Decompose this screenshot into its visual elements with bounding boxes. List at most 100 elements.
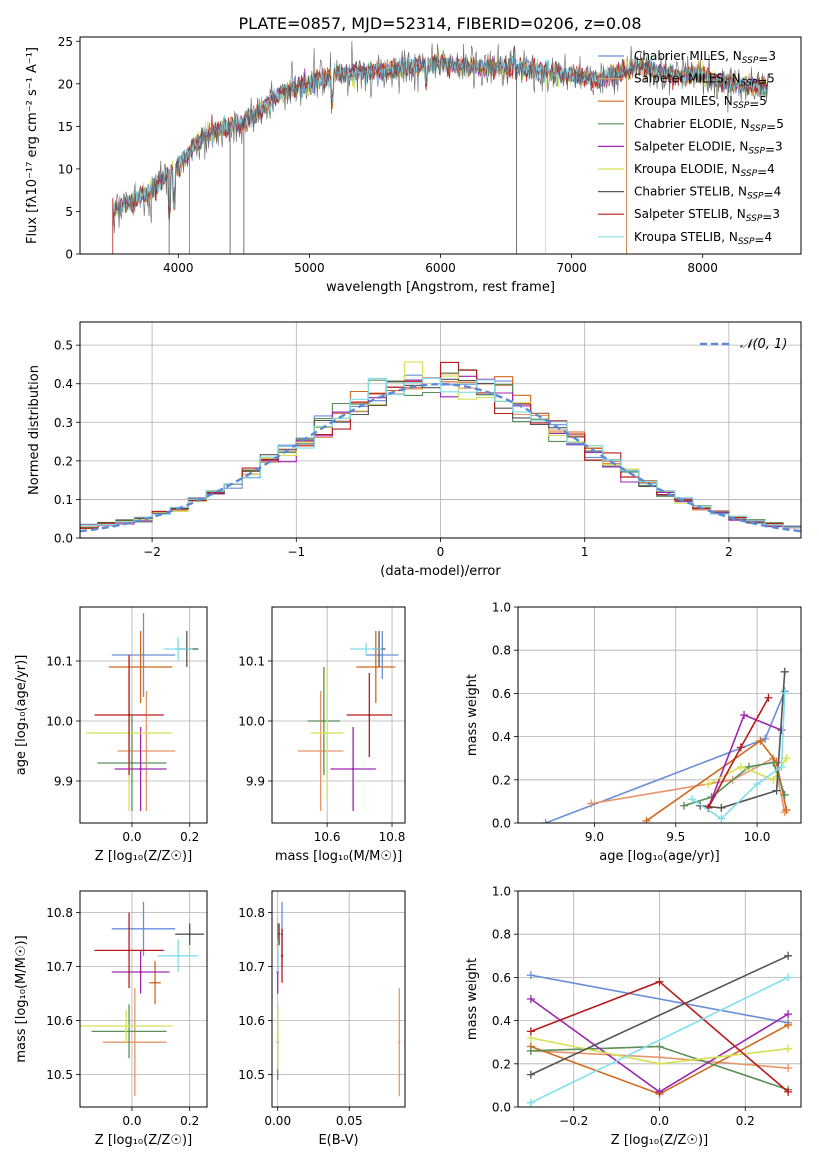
legend-model-name: Chabrier ELODIE [634,117,733,131]
y-tick-label: 10.0 [238,715,265,729]
x-tick-label: 4000 [163,261,194,275]
x-tick-label: 1 [581,545,589,559]
x-tick-label: 6000 [425,261,456,275]
x-tick-label: 8000 [687,261,718,275]
z-age-panel: 0.0 0.2 9.9 10.0 10.1 Z [log₁₀(Z/Z☉)] age [log… [14,606,208,864]
weight-marker [769,775,778,784]
legend-nssp-value: 3 [775,139,783,153]
legend-label: Chabrier STELIB, NSSP=4 [634,185,781,202]
legend-nssp-prefix: , N [716,94,733,108]
y-tick-label: 10 [58,162,73,176]
y-tick-label: 0.8 [492,644,511,658]
y-axis-label: Normed distribution [27,365,42,495]
legend-nssp-subscript: SSP [750,124,767,134]
weight-series-line [530,974,789,1024]
legend-nssp-prefix: , N [730,185,747,199]
weight-marker [717,814,726,823]
legend-nssp-subscript: SSP [748,146,765,156]
plot-frame [79,36,802,255]
weight-marker [780,689,789,698]
weight-marker [761,734,770,743]
data-point [127,949,131,952]
legend-equals: = [766,120,776,134]
x-tick-label: 0.2 [736,1114,755,1128]
y-tick-label: 0.0 [492,1101,511,1115]
legend-model-name: Kroupa STELIB [634,230,721,244]
plot-area [541,667,791,823]
x-tick-label: 7000 [556,261,587,275]
weight-marker [526,1098,535,1107]
data-point [139,665,142,669]
weight-marker [679,801,688,810]
legend-label: Kroupa STELIB, NSSP=4 [634,230,772,247]
legend-equals: = [765,142,775,156]
y-tick-label: 1.0 [492,885,511,899]
weight-marker [784,951,793,960]
legend-nssp-subscript: SSP [746,214,763,224]
legend-nssp-value: 5 [767,72,775,86]
x-tick-label: −1 [287,545,305,559]
y-tick-label: 10.1 [46,655,73,669]
y-axis-label: age [log₁₀(age/yr)] [14,655,29,776]
x-axis-label: wavelength [Angstrom, rest frame] [326,280,555,295]
weight-marker [526,1027,535,1036]
legend-equals: = [757,75,767,89]
y-tick-label: 10.6 [46,1014,73,1028]
plot-area [276,901,401,1097]
y-tick-label: 0.3 [54,416,73,430]
weight-marker [587,799,596,808]
y-tick-label: 0.1 [54,493,73,507]
y-axis-label: mass weight [465,674,480,756]
legend-model-name: Salpeter MILES [634,72,724,86]
legend-nssp-prefix: , N [724,162,741,176]
legend-equals: = [757,165,767,179]
weight-marker [526,1046,535,1055]
weight-marker [736,762,745,771]
weight-series-line [545,690,786,823]
x-axis-label: mass [log₁₀(M/M☉)] [275,849,402,864]
legend-model-name: Salpeter ELODIE [634,139,732,153]
legend-nssp-subscript: SSP [741,79,758,89]
legend-equals: = [754,233,764,247]
legend-model-name: Kroupa ELODIE [634,162,724,176]
weight-marker [769,758,778,767]
residuals-panel: −2 −1 0 1 2 0.0 0.1 0.2 0.3 0.4 0.5 (data-model)/er… [27,321,802,579]
weight-series-line [707,757,788,785]
weight-series-line [591,756,786,813]
weight-marker [780,667,789,676]
legend-label: Kroupa ELODIE, NSSP=4 [634,162,775,179]
legend-nssp-value: 3 [768,49,776,63]
weight-marker [655,1042,664,1051]
y-tick-label: 0.4 [492,730,511,744]
weight-series-line [707,713,782,809]
y-tick-label: 10.1 [238,655,265,669]
x-axis-label: E(B-V) [318,1133,358,1148]
weight-series-line [646,739,788,822]
weight-marker [736,743,745,752]
x-tick-label: 10.0 [744,830,771,844]
x-tick-label: −2 [143,545,161,559]
legend-nssp-value: 5 [759,94,767,108]
weight-marker [655,1059,664,1068]
y-tick-label: 0.2 [492,1057,511,1071]
plot-area [297,631,399,811]
data-point [124,1024,128,1028]
x-axis-label: Z [log₁₀(Z/Z☉)] [611,1133,708,1148]
data-point [139,767,142,771]
weight-marker [777,762,786,771]
histogram-series [80,377,801,528]
weight-marker [784,1087,793,1096]
data-point [188,933,191,936]
weight-marker [764,693,773,702]
weight-marker [753,780,762,789]
legend-nssp-subscript: SSP [742,56,759,66]
plot-frame [271,890,406,1108]
y-tick-label: 0.0 [492,817,511,831]
legend-nssp-subscript: SSP [733,101,750,111]
z-weight-panel: −0.2 0.0 0.2 0.0 0.2 0.4 0.6 0.8 1.0 Z [log₁₀(Z/Z… [465,885,802,1148]
legend-label: 𝒩(0, 1) [740,337,787,352]
legend-nssp-prefix: , N [721,230,738,244]
legend-equals: = [758,52,768,66]
